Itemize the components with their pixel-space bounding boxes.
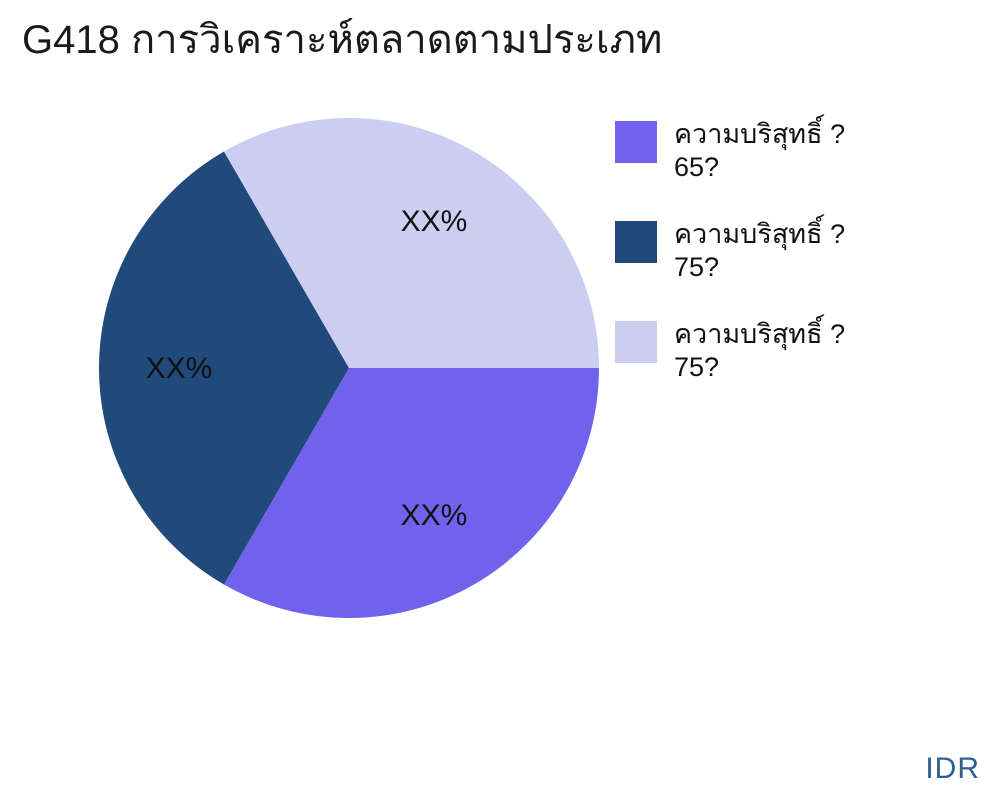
slice-label: XX% — [146, 352, 213, 385]
pie-slice-1 — [98, 151, 350, 585]
legend-label: ความบริสุทธิ์ ?75? — [674, 319, 846, 382]
legend-item: ความบริสุทธิ์ ?65? — [615, 118, 854, 184]
pie-slice-2 — [224, 117, 599, 368]
legend-swatch — [615, 221, 657, 263]
chart-title: G418 การวิเคราะห์ตลาดตามประเภท — [22, 18, 663, 62]
legend: ความบริสุทธิ์ ?65? ความบริสุทธิ์ ?75? คว… — [615, 118, 854, 418]
legend-swatch — [615, 321, 657, 363]
pie-slice-0 — [224, 368, 599, 619]
legend-item: ความบริสุทธิ์ ?75? — [615, 218, 854, 284]
legend-label: ความบริสุทธิ์ ?75? — [674, 219, 846, 282]
slice-label: XX% — [401, 205, 468, 238]
legend-item: ความบริสุทธิ์ ?75? — [615, 318, 854, 384]
slice-label: XX% — [401, 499, 468, 532]
legend-label: ความบริสุทธิ์ ?65? — [674, 119, 846, 182]
legend-swatch — [615, 121, 657, 163]
watermark-text: IDR — [925, 752, 980, 785]
